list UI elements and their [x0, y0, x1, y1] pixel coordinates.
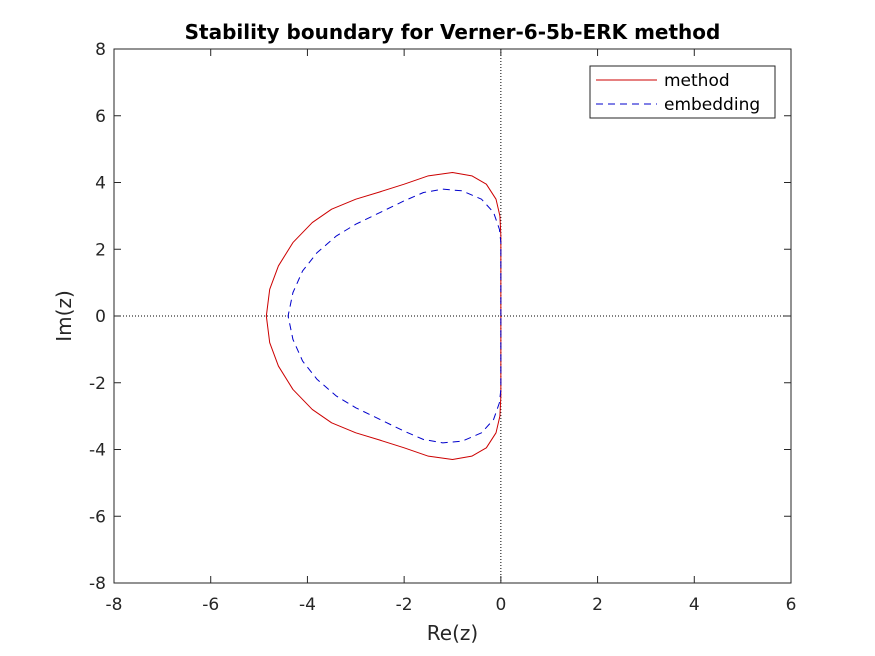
y-tick-label: 8: [95, 40, 106, 60]
x-axis-label: Re(z): [427, 621, 478, 645]
x-tick-label: 2: [592, 595, 603, 615]
plot-area: [114, 49, 791, 583]
legend: method embedding: [589, 65, 776, 119]
y-tick-label: -8: [89, 574, 106, 594]
y-tick-label: -2: [89, 374, 106, 394]
series-line-method: [265, 171, 502, 461]
y-tick-label: -6: [89, 507, 106, 527]
x-tick-label: 0: [495, 595, 506, 615]
y-tick-label: 2: [95, 240, 106, 260]
axes: -8 -6 -4 -2 0 2 4 6 8 6 4 2 0 -2 -4 -6 -8: [89, 40, 796, 615]
chart-title: Stability boundary for Verner-6-5b-ERK m…: [185, 20, 721, 44]
x-tick-label: -8: [106, 595, 123, 615]
y-axis-label: Im(z): [52, 290, 76, 341]
x-tick-label: -6: [202, 595, 219, 615]
legend-box: [589, 65, 776, 119]
legend-label-embedding: embedding: [664, 95, 760, 115]
y-tick-label: 4: [95, 174, 106, 194]
series-layer: [265, 171, 502, 461]
y-tick-label: -4: [89, 441, 106, 461]
x-tick-label: 4: [689, 595, 700, 615]
y-tick-label: 0: [95, 307, 106, 327]
x-tick-label: 6: [786, 595, 797, 615]
x-tick-label: -2: [396, 595, 413, 615]
x-tick-label: -4: [299, 595, 316, 615]
y-tick-label: 6: [95, 107, 106, 127]
series-line-embedding: [287, 188, 502, 444]
legend-label-method: method: [664, 71, 730, 91]
